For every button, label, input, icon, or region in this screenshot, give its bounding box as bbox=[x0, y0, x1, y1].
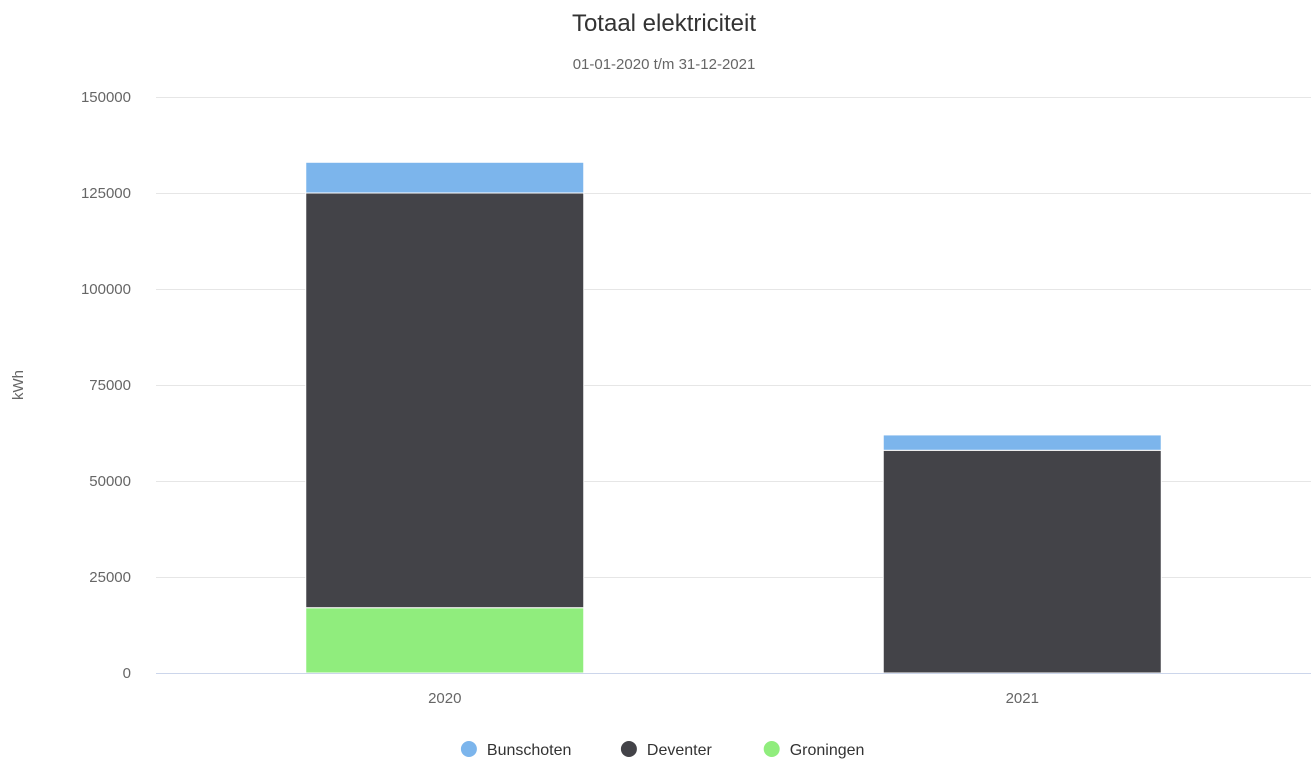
legend-label: Groningen bbox=[790, 742, 865, 759]
chart-subtitle: 01-01-2020 t/m 31-12-2021 bbox=[573, 56, 756, 73]
bar-bunschoten-2020[interactable] bbox=[305, 161, 585, 194]
y-tick-label: 100000 bbox=[81, 281, 131, 298]
legend[interactable]: Bunschoten Deventer Groningen bbox=[460, 741, 865, 759]
y-tick-label: 125000 bbox=[81, 185, 131, 202]
legend-marker bbox=[460, 741, 477, 757]
bar-groningen-2020[interactable] bbox=[305, 607, 585, 674]
y-tick-label: 150000 bbox=[81, 89, 131, 106]
x-axis-ticks: 2020 2021 bbox=[428, 690, 1039, 707]
y-tick-label: 50000 bbox=[89, 473, 131, 490]
legend-label: Deventer bbox=[647, 742, 713, 759]
bar-deventer-2020[interactable] bbox=[305, 192, 585, 609]
legend-marker bbox=[620, 741, 637, 757]
y-tick-label: 0 bbox=[123, 665, 131, 682]
bar-deventer-2021[interactable] bbox=[882, 449, 1162, 674]
legend-label: Bunschoten bbox=[487, 742, 572, 759]
bar-bunschoten-2021[interactable] bbox=[882, 434, 1162, 451]
y-axis-ticks: 0 25000 50000 75000 100000 125000 150000 bbox=[81, 89, 131, 682]
y-axis-title: kWh bbox=[10, 370, 27, 400]
y-tick-label: 75000 bbox=[89, 377, 131, 394]
legend-marker bbox=[763, 741, 780, 757]
legend-item-deventer[interactable]: Deventer bbox=[620, 741, 713, 759]
y-tick-label: 25000 bbox=[89, 569, 131, 586]
bars bbox=[305, 161, 1162, 674]
legend-item-bunschoten[interactable]: Bunschoten bbox=[460, 741, 572, 759]
chart-title: Totaal elektriciteit bbox=[572, 10, 756, 37]
legend-item-groningen[interactable]: Groningen bbox=[763, 741, 865, 759]
x-tick-label: 2021 bbox=[1006, 690, 1039, 707]
x-tick-label: 2020 bbox=[428, 690, 461, 707]
